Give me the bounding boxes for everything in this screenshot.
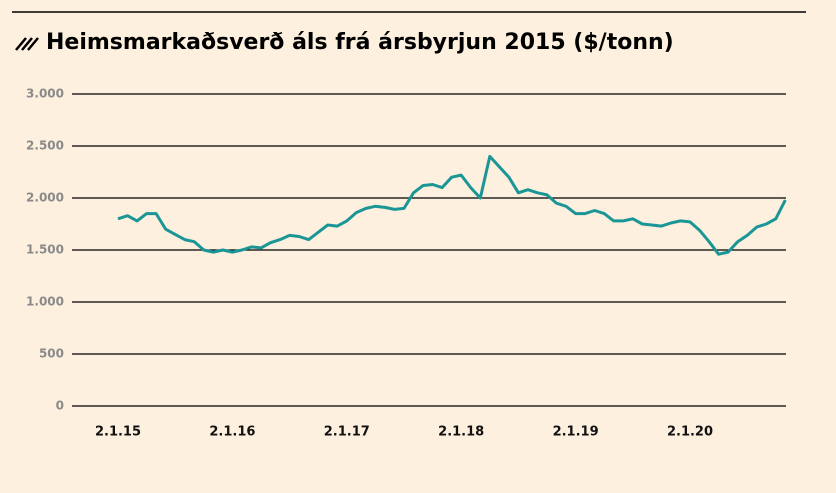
x-tick-label: 2.1.19 xyxy=(553,425,599,440)
y-tick-label: 2.000 xyxy=(26,191,64,205)
line xyxy=(117,154,787,256)
x-tick-label: 2.1.20 xyxy=(667,425,713,440)
y-tick-label: 3.000 xyxy=(26,87,64,101)
chart-title: Heimsmarkaðsverð áls frá ársbyrjun 2015 … xyxy=(46,30,674,55)
x-tick-label: 2.1.18 xyxy=(438,425,484,440)
y-tick-label: 500 xyxy=(39,347,64,361)
x-tick-label: 2.1.16 xyxy=(209,425,255,440)
y-tick-label: 0 xyxy=(56,399,64,413)
y-tick-label: 2.500 xyxy=(26,139,64,153)
title-icon xyxy=(15,37,39,51)
x-tick-label: 2.1.17 xyxy=(324,425,370,440)
y-tick-label: 1.500 xyxy=(26,243,64,257)
y-tick-label: 1.000 xyxy=(26,295,64,309)
x-tick-label: 2.1.15 xyxy=(95,425,141,440)
